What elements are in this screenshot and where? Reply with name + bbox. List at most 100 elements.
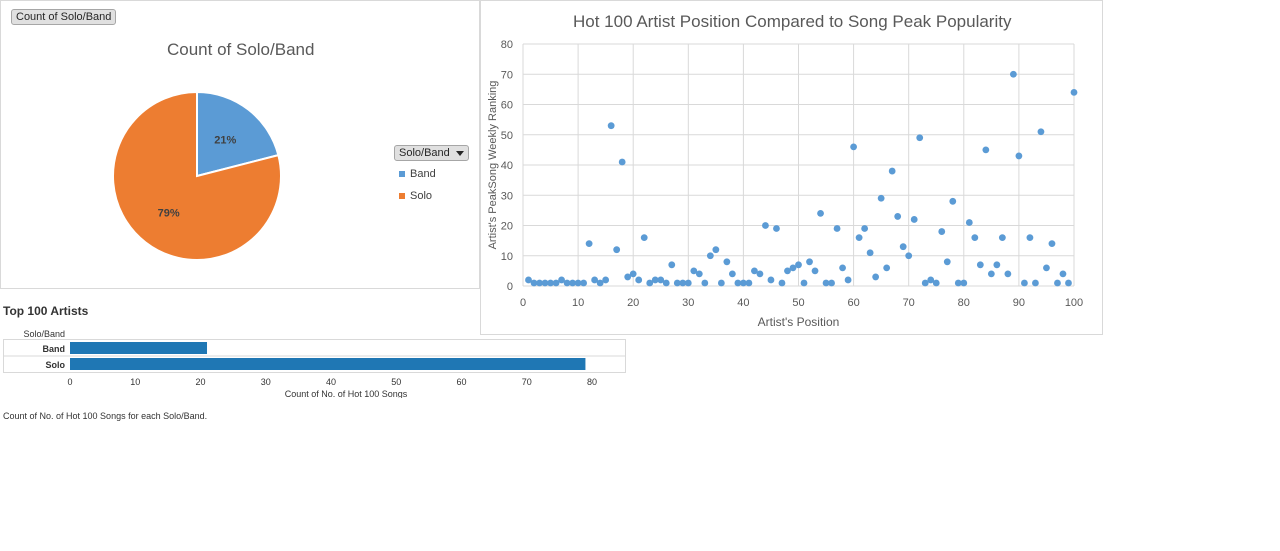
scatter-point [536, 279, 543, 287]
scatter-point [657, 276, 665, 284]
pie-chart: 21% 79% [112, 90, 282, 261]
dropdown-arrow-icon [455, 150, 464, 156]
scatter-point [640, 234, 648, 242]
bar-solo [70, 358, 586, 370]
scatter-point [828, 279, 835, 287]
scatter-point [839, 264, 846, 272]
x-tick-label: 70 [903, 297, 915, 309]
y-tick-label: 50 [501, 130, 513, 142]
bar-x-axis-label: Count of No. of Hot 100 Songs [285, 389, 408, 398]
legend-label-band: Band [410, 168, 436, 180]
scatter-point [591, 276, 599, 284]
scatter-point [938, 228, 946, 235]
legend-swatch-band [399, 171, 405, 177]
y-tick-label: 80 [501, 39, 513, 51]
y-tick-label: 40 [501, 160, 513, 172]
scatter-point [684, 279, 692, 287]
scatter-point [861, 225, 869, 232]
scatter-point [817, 210, 824, 217]
bar-x-tick-label: 80 [587, 377, 597, 387]
pie-slice-band [196, 90, 280, 178]
bar-x-tick-label: 10 [130, 377, 140, 387]
scatter-point [580, 279, 588, 287]
scatter-point [844, 276, 852, 284]
scatter-point [899, 243, 907, 251]
scatter-point [784, 267, 791, 275]
scatter-point [1021, 279, 1028, 287]
scatter-point [833, 225, 841, 232]
scatter-point [706, 252, 714, 260]
scatter-point [976, 261, 984, 269]
legend-swatch-solo [399, 193, 405, 199]
scatter-point [613, 246, 621, 254]
legend-label-solo: Solo [410, 190, 433, 202]
scatter-point [602, 276, 610, 284]
pie-label-band: 21% [214, 134, 236, 146]
scatter-point [574, 279, 582, 287]
scatter-point [690, 267, 698, 275]
scatter-point [811, 267, 819, 275]
scatter-point [855, 234, 863, 242]
legend-item-solo: Solo [399, 190, 432, 202]
scatter-point [668, 261, 676, 269]
bar-row-header: Solo/Band [23, 329, 65, 339]
scatter-point [734, 279, 742, 287]
scatter-chart-panel: Hot 100 Artist Position Compared to Song… [480, 0, 1103, 335]
scatter-point [651, 276, 659, 284]
solo-band-filter-button[interactable]: Solo/Band [394, 145, 469, 161]
x-tick-label: 10 [572, 297, 584, 309]
legend-button-label: Solo/Band [399, 147, 450, 159]
bar-category-label-band: Band [43, 344, 66, 354]
y-tick-label: 30 [501, 190, 513, 202]
pie-chart-panel: Count of Solo/Band Count of Solo/Band 21… [0, 0, 480, 289]
scatter-point [888, 167, 896, 175]
x-tick-label: 80 [958, 297, 970, 309]
scatter-point [800, 279, 808, 287]
y-tick-label: 60 [501, 100, 513, 112]
scatter-point [850, 143, 857, 151]
scatter-point [778, 279, 786, 287]
scatter-point [993, 261, 1001, 269]
scatter-point [954, 279, 962, 287]
scatter-point [547, 279, 554, 287]
y-tick-label: 0 [507, 281, 513, 293]
pie-slice-solo [112, 90, 282, 261]
scatter-point [624, 273, 632, 281]
scatter-point [712, 246, 720, 254]
scatter-point [563, 279, 571, 287]
scatter-point [872, 273, 880, 281]
scatter-point [916, 134, 924, 142]
scatter-point [1009, 70, 1017, 78]
x-tick-label: 90 [1013, 297, 1025, 309]
x-tick-label: 0 [520, 297, 526, 309]
bar-band [70, 342, 208, 354]
scatter-point [932, 279, 940, 287]
scatter-point [525, 276, 532, 284]
x-tick-label: 20 [627, 297, 639, 309]
scatter-point [795, 261, 802, 269]
bar-x-tick-label: 0 [67, 377, 72, 387]
x-tick-label: 100 [1065, 297, 1083, 309]
bar-x-tick-label: 60 [456, 377, 466, 387]
count-field-button[interactable]: Count of Solo/Band [11, 9, 117, 25]
scatter-point [596, 279, 604, 287]
scatter-point [728, 270, 736, 278]
scatter-point [762, 222, 769, 229]
scatter-point [629, 270, 637, 278]
scatter-point [927, 276, 935, 284]
bar-x-tick-label: 50 [391, 377, 401, 387]
scatter-point [751, 267, 758, 275]
scatter-point [894, 213, 902, 220]
scatter-point [1037, 128, 1045, 136]
scatter-point [773, 225, 780, 232]
scatter-point [877, 194, 885, 202]
scatter-point [756, 270, 764, 278]
bar-x-tick-label: 20 [195, 377, 205, 387]
scatter-point [965, 219, 973, 226]
scatter-point [662, 279, 670, 287]
scatter-point [607, 122, 615, 130]
scatter-point [905, 252, 913, 260]
scatter-point [717, 279, 725, 287]
scatter-point [987, 270, 995, 278]
